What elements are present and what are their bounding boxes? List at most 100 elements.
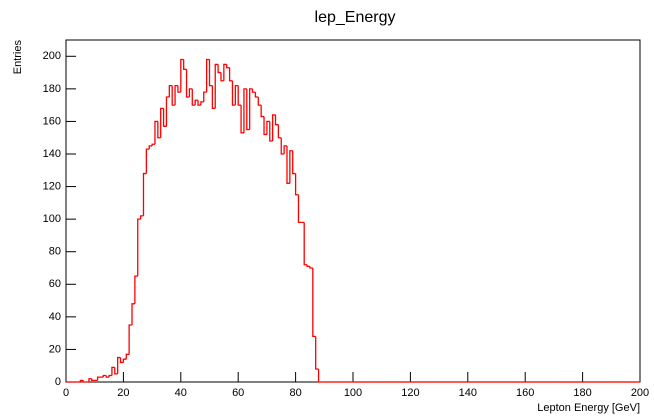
histogram-bin — [148, 145, 153, 150]
histogram-bin — [117, 356, 121, 374]
histogram-bin — [211, 85, 216, 110]
histogram-bin — [114, 367, 118, 375]
histogram-bin — [177, 85, 181, 93]
histogram-bin — [312, 268, 316, 338]
histogram-bin — [297, 194, 302, 224]
histogram-bin — [111, 366, 115, 376]
histogram-bin — [200, 101, 204, 106]
histogram-bin — [174, 84, 178, 106]
histogram-bin — [240, 105, 244, 134]
histogram-bin — [128, 324, 133, 355]
histogram-bin — [108, 374, 112, 378]
histogram-bin — [260, 105, 265, 118]
histogram-bin — [271, 114, 276, 141]
x-tick-label: 100 — [344, 387, 362, 399]
histogram-bin — [266, 120, 270, 135]
histogram-bin — [223, 63, 227, 81]
histogram-bin — [82, 380, 87, 383]
y-tick-label: 180 — [43, 83, 61, 95]
histogram-bin — [303, 222, 308, 266]
histogram-bin — [274, 114, 279, 126]
x-tick-label: 80 — [289, 387, 301, 399]
y-axis-label: Entries — [12, 40, 24, 75]
histogram-bin — [91, 378, 95, 382]
histogram-bin — [294, 173, 299, 196]
histogram-bin — [257, 97, 262, 106]
y-tick-label: 20 — [49, 343, 61, 355]
histogram-bin — [249, 88, 253, 130]
y-tick-label: 140 — [43, 148, 61, 160]
x-tick-label: 20 — [117, 387, 129, 399]
histogram-bin — [289, 150, 293, 184]
histogram-bin — [306, 264, 310, 268]
histogram-bin — [277, 124, 282, 139]
histogram-bin — [168, 84, 173, 97]
x-tick-label: 140 — [459, 387, 477, 399]
histogram-bin — [145, 148, 150, 174]
histogram-bin — [142, 172, 147, 216]
y-tick-label: 40 — [49, 311, 61, 323]
histogram-bin — [154, 120, 158, 145]
x-axis-label: Lepton Energy [GeV] — [537, 402, 640, 414]
histogram-bin — [280, 137, 285, 155]
x-tick-label: 200 — [631, 387, 649, 399]
plot-frame — [65, 39, 641, 383]
histogram-bin — [134, 275, 138, 304]
histogram-bin — [125, 353, 130, 360]
histogram-bin — [160, 107, 164, 138]
x-tick-label: 160 — [516, 387, 534, 399]
histogram-bin — [205, 58, 210, 93]
histogram-bin — [122, 358, 127, 363]
x-tick-label: 120 — [401, 387, 419, 399]
histogram-bin — [220, 72, 224, 82]
histogram-bin — [217, 64, 221, 74]
histogram-bin — [171, 85, 176, 106]
y-tick-label: 0 — [55, 376, 61, 388]
histogram-bin — [96, 376, 101, 381]
histogram-bin — [317, 368, 322, 383]
histogram-bin — [197, 100, 201, 106]
histogram-bin — [119, 357, 124, 364]
histogram-bin — [131, 303, 135, 325]
histogram-bin — [105, 375, 110, 378]
x-tick-label: 40 — [175, 387, 187, 399]
histogram-bin — [157, 121, 161, 139]
x-tick-label: 60 — [232, 387, 244, 399]
histogram-bin — [191, 88, 196, 106]
chart-title: lep_Energy — [315, 9, 396, 26]
histogram-bin — [283, 145, 287, 154]
histogram-bin — [228, 67, 233, 82]
histogram-bin — [88, 378, 92, 382]
histogram-bin — [185, 69, 190, 98]
histogram-bin — [180, 58, 184, 93]
y-tick-label: 120 — [43, 180, 61, 192]
histogram-bin — [231, 80, 236, 106]
y-tick-label: 200 — [43, 50, 61, 62]
histogram-bin — [243, 88, 247, 133]
histogram-bin — [165, 96, 170, 127]
histogram-bin — [208, 59, 213, 87]
x-tick-label: 180 — [573, 387, 591, 399]
histogram-bin — [194, 99, 199, 106]
histogram-bin — [251, 88, 256, 93]
y-tick-label: 100 — [43, 213, 61, 225]
histogram-bin — [237, 85, 242, 106]
histogram-bin — [226, 64, 230, 69]
histogram-bin — [234, 84, 239, 106]
histogram-bin — [139, 215, 144, 220]
histogram-bin — [286, 145, 290, 184]
histogram-bin — [151, 143, 155, 146]
histogram-bin — [79, 379, 84, 382]
histogram-bin — [309, 266, 313, 269]
histogram-bin — [315, 336, 319, 370]
histogram-bin — [254, 92, 259, 98]
histogram-bin — [263, 116, 267, 136]
histogram-bin — [246, 88, 250, 131]
histogram-bin — [162, 108, 167, 127]
histogram-bin — [214, 63, 219, 109]
y-tick-label: 80 — [49, 246, 61, 258]
histogram-bin — [292, 150, 296, 175]
y-tick-label: 160 — [43, 115, 61, 127]
histogram-bin — [102, 374, 107, 378]
